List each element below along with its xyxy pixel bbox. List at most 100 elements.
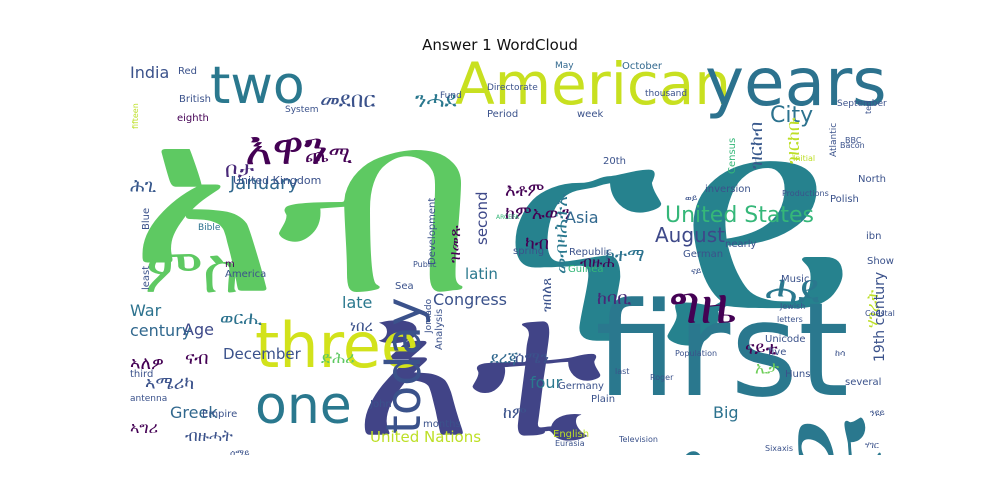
word-82: Initial — [793, 154, 816, 163]
word-75: May — [555, 61, 574, 71]
word-55: ደረጃ — [490, 348, 519, 367]
word-89: Productions — [782, 189, 829, 198]
word-48: ነበረ — [350, 317, 373, 335]
word-15: ሓደ — [765, 267, 820, 313]
word-33: second — [473, 191, 491, 246]
word-130: ሃገር — [865, 441, 879, 451]
word-50: ናብ — [185, 348, 209, 369]
word-85: Period — [487, 109, 519, 120]
word-72: Fund — [440, 91, 462, 101]
word-97: Music — [781, 274, 810, 285]
word-38: latin — [465, 265, 498, 283]
word-112: Population — [675, 349, 718, 358]
word-54: four — [530, 373, 563, 392]
word-104: America — [225, 269, 267, 280]
word-127: Sixaxis — [765, 444, 794, 453]
word-106: least — [141, 265, 152, 290]
word-80: Atlantic — [829, 122, 839, 157]
word-118: Analysis — [434, 308, 445, 350]
word-74: Directorate — [487, 83, 538, 93]
word-2: እቲ — [355, 254, 603, 455]
word-27: ዝርከብ — [746, 121, 767, 169]
word-133: ከሳ — [835, 349, 846, 359]
word-77: BBC — [845, 136, 862, 145]
word-37: ከተማ — [605, 245, 645, 266]
word-36: ብዙሕ — [580, 253, 615, 271]
word-125: Plain — [591, 394, 616, 405]
word-58: ናይቲ — [745, 338, 778, 359]
word-35: ካብ — [525, 233, 550, 254]
word-51: ኣሜሪካ — [145, 373, 195, 394]
word-5: ከም — [659, 448, 749, 455]
word-132: ናይ — [691, 267, 702, 277]
word-19: መደበር — [320, 88, 376, 113]
word-66: United Kingdom — [233, 174, 322, 187]
word-67: Bible — [198, 223, 221, 233]
word-12: ምስ — [145, 234, 240, 307]
word-91: spring — [513, 246, 545, 257]
word-92: Development — [427, 197, 438, 265]
word-98: German — [683, 249, 724, 260]
word-62: ብዙሓት — [185, 426, 233, 445]
word-103: Jornado — [424, 298, 434, 333]
word-73: thousand — [645, 89, 688, 99]
word-122: antenna — [130, 394, 168, 404]
word-21: ጨሚ — [305, 143, 353, 168]
wordcloud-canvas: ናይእዩእቲኣብfirstከምthreeAmericanyearstwoonet… — [125, 60, 900, 455]
word-7: American — [455, 60, 732, 118]
word-16: United States — [665, 203, 814, 228]
word-14: እዋን — [245, 121, 329, 175]
word-64: ከም — [503, 403, 527, 422]
word-9: two — [210, 60, 305, 116]
word-128: Television — [619, 435, 658, 444]
word-121: third — [130, 369, 154, 380]
word-134: ወይ — [685, 194, 698, 204]
word-105: Blue — [141, 207, 152, 230]
word-87: North — [858, 174, 886, 185]
word-79: September — [837, 99, 887, 109]
word-43: late — [342, 293, 373, 312]
word-53: ሰሜን — [515, 348, 550, 367]
word-84: 20th — [603, 156, 626, 167]
word-59: ኢታ — [755, 358, 780, 377]
word-26: ሕጊ — [130, 176, 157, 197]
word-28: እቶም — [505, 180, 545, 201]
word-63: United Nations — [370, 428, 482, 446]
word-95: Show — [867, 256, 894, 267]
word-47: century — [130, 321, 192, 340]
word-131: ንዩይ — [870, 409, 885, 419]
word-101: Sea — [395, 281, 414, 292]
word-99: Guinea — [568, 264, 604, 275]
word-108: Jewish — [780, 302, 806, 311]
word-100: Republic — [569, 247, 612, 258]
word-115: Germany — [558, 381, 604, 392]
word-40: Age — [183, 320, 214, 339]
word-126: Eurasia — [555, 439, 585, 448]
word-110: Unicode — [765, 334, 806, 345]
word-0: ናይ — [500, 60, 855, 415]
word-69: eighth — [177, 113, 209, 124]
word-4: first — [595, 274, 850, 426]
word-102: Public — [413, 260, 437, 269]
word-117: several — [845, 377, 882, 388]
word-68: British — [179, 94, 211, 105]
word-13: ግዜ — [670, 276, 736, 336]
word-20: ንሓደ — [415, 88, 457, 113]
word-56: ዝበለጸ — [539, 277, 555, 312]
word-42: War — [130, 301, 162, 320]
word-24: India — [130, 63, 170, 82]
chart-title: Answer 1 WordCloud — [422, 36, 578, 54]
word-49: ኣለዎ — [130, 353, 164, 374]
word-18: August — [655, 223, 725, 247]
word-29: ከምኡውን — [505, 203, 572, 224]
word-11: today — [376, 297, 432, 434]
word-111: five — [768, 347, 787, 358]
word-44: Congress — [433, 290, 507, 309]
word-22: ቦታ — [225, 158, 255, 183]
word-93: nearly — [725, 239, 757, 250]
word-23: January — [230, 173, 299, 194]
word-52: ድሕሪ — [321, 348, 355, 367]
word-114: Roger — [650, 373, 674, 382]
word-32: ዝመጹ — [445, 225, 464, 263]
